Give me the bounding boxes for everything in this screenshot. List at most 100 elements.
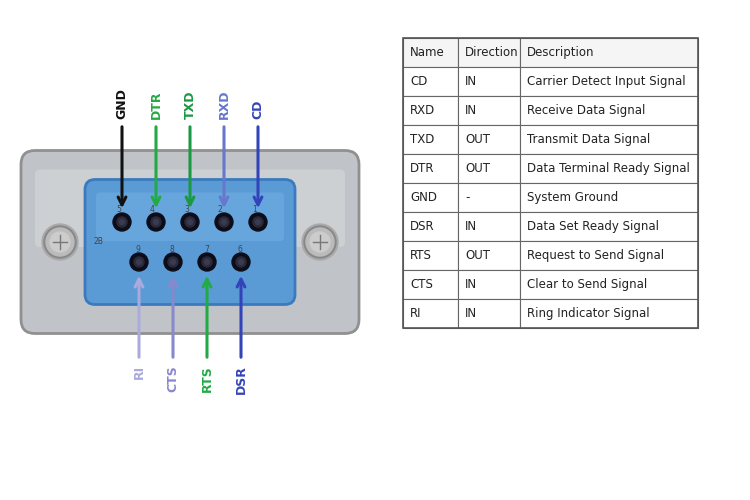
Text: Name: Name [410,46,445,59]
Text: DTR: DTR [410,162,434,175]
Text: Carrier Detect Input Signal: Carrier Detect Input Signal [527,75,686,88]
Bar [520,154,698,183]
Text: IN: IN [465,104,477,117]
Circle shape [304,226,336,258]
Text: IN: IN [465,75,477,88]
Bar [520,96,698,125]
Bar [520,212,698,241]
Circle shape [256,220,260,224]
Text: Data Set Ready Signal: Data Set Ready Signal [527,220,659,233]
Circle shape [50,232,70,252]
Text: CTS: CTS [166,365,179,392]
Circle shape [205,260,209,264]
Text: 7: 7 [204,245,209,254]
Bar [458,125,520,154]
Text: OUT: OUT [465,249,490,262]
Bar [520,270,698,299]
Circle shape [151,217,161,227]
Circle shape [221,220,226,224]
Circle shape [136,260,142,264]
Circle shape [185,217,195,227]
Text: IN: IN [465,220,477,233]
Text: 2: 2 [218,205,223,214]
Bar [403,38,458,67]
Circle shape [219,217,229,227]
FancyBboxPatch shape [85,180,295,304]
Text: OUT: OUT [465,162,490,175]
Bar [458,270,520,299]
Text: Data Terminal Ready Signal: Data Terminal Ready Signal [527,162,690,175]
Bar [458,212,520,241]
FancyBboxPatch shape [96,192,284,241]
FancyBboxPatch shape [21,150,359,334]
Bar [403,299,458,328]
Bar [520,183,698,212]
Text: IN: IN [465,278,477,291]
Text: RXD: RXD [217,90,230,119]
Text: IN: IN [465,307,477,320]
Circle shape [117,217,127,227]
Circle shape [170,260,176,264]
Circle shape [215,213,233,231]
Circle shape [306,228,334,256]
Bar [458,67,520,96]
Text: -: - [465,191,470,204]
Text: DSR: DSR [235,365,248,394]
Text: RI: RI [410,307,422,320]
Text: DSR: DSR [410,220,435,233]
Bar [458,38,520,67]
Circle shape [46,228,74,256]
Text: GND: GND [116,88,128,119]
Text: CD: CD [251,100,265,119]
Circle shape [202,257,212,267]
Circle shape [44,226,76,258]
Text: RI: RI [133,365,146,379]
Circle shape [238,260,244,264]
FancyBboxPatch shape [35,170,345,247]
Text: 4: 4 [150,205,154,214]
Circle shape [134,257,144,267]
Bar [458,96,520,125]
Circle shape [164,253,182,271]
Text: Description: Description [527,46,595,59]
Bar [403,67,458,96]
Text: CTS: CTS [410,278,433,291]
Bar [520,67,698,96]
Circle shape [253,217,263,227]
Bar [403,212,458,241]
Text: 8: 8 [170,245,175,254]
Text: TXD: TXD [410,133,434,146]
Text: RXD: RXD [410,104,435,117]
Text: CD: CD [410,75,428,88]
Circle shape [147,213,165,231]
Bar [403,125,458,154]
Text: GND: GND [410,191,437,204]
Text: DTR: DTR [149,90,163,119]
Circle shape [168,257,178,267]
Text: 3: 3 [184,205,189,214]
Bar [458,154,520,183]
Bar [458,241,520,270]
Bar [520,299,698,328]
Text: RTS: RTS [200,365,214,392]
Text: TXD: TXD [184,90,196,119]
Text: Direction: Direction [465,46,519,59]
Bar [520,125,698,154]
Bar [403,241,458,270]
Circle shape [236,257,246,267]
Circle shape [198,253,216,271]
Bar [403,154,458,183]
Bar [520,38,698,67]
Bar [403,96,458,125]
Text: Clear to Send Signal: Clear to Send Signal [527,278,647,291]
Text: 2B: 2B [93,237,103,246]
Text: Ring Indicator Signal: Ring Indicator Signal [527,307,650,320]
Circle shape [113,213,131,231]
Bar [458,299,520,328]
Circle shape [249,213,267,231]
Text: 6: 6 [238,245,243,254]
Text: 9: 9 [136,245,141,254]
Text: Transmit Data Signal: Transmit Data Signal [527,133,650,146]
Circle shape [188,220,193,224]
Text: Receive Data Signal: Receive Data Signal [527,104,645,117]
